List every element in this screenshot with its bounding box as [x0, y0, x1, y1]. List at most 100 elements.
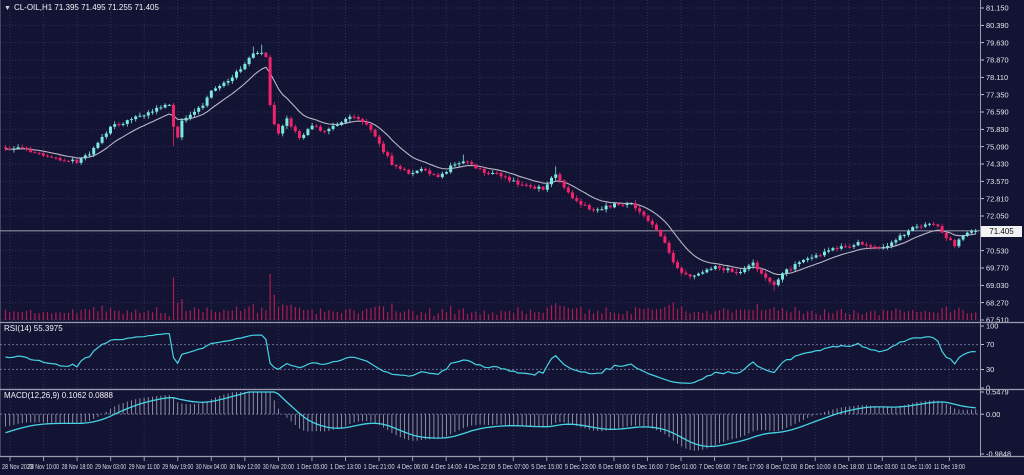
candle-body [264, 52, 268, 58]
candle-body [125, 120, 129, 124]
volume-bar [156, 307, 158, 320]
volume-bar [513, 313, 515, 320]
candle-body [655, 224, 658, 230]
volume-bar [198, 309, 200, 320]
candle-body [495, 172, 499, 174]
volume-bar [93, 306, 95, 320]
volume-bar [340, 313, 343, 320]
candle-body [461, 161, 465, 164]
candle-body [923, 224, 927, 227]
volume-bar [542, 312, 544, 320]
time-label: 1 Dec 13:00 [330, 462, 361, 471]
volume-bar [676, 308, 679, 320]
volume-bar [584, 313, 586, 320]
volume-bar [504, 311, 506, 320]
candle-body [806, 258, 810, 260]
candle-body [936, 224, 940, 227]
volume-bar [88, 309, 91, 320]
volume-bar [605, 307, 607, 320]
candle-body [365, 121, 369, 125]
candle-body [961, 235, 965, 240]
candle-body [646, 215, 650, 221]
candle-body [541, 186, 545, 190]
volume-bar [748, 310, 750, 320]
candle-body [944, 232, 948, 239]
candle-body [692, 275, 696, 277]
candle-body [743, 269, 747, 273]
candle-body [197, 107, 201, 112]
volume-bar [118, 310, 120, 320]
volume-bar [34, 313, 36, 320]
candle-body [251, 53, 255, 58]
candle-body [310, 125, 314, 130]
candle-body [835, 248, 839, 250]
volume-bar [559, 305, 561, 320]
current-price-label: 71.405 [981, 226, 1022, 237]
volume-bar [891, 310, 893, 320]
volume-bar [865, 312, 868, 320]
volume-bar [718, 310, 721, 320]
volume-bar [609, 312, 611, 320]
candle-body [684, 272, 688, 275]
volume-bar [458, 309, 460, 320]
price-tick-label: 70.530 [986, 246, 1009, 255]
volume-bar [122, 313, 124, 320]
candle-body [776, 279, 780, 286]
volume-bar [471, 312, 473, 320]
volume-bar [483, 310, 485, 320]
candle-body [839, 246, 843, 249]
candle-body [41, 153, 45, 156]
volume-bar [622, 314, 624, 320]
candle-body [722, 268, 726, 271]
volume-bar [744, 309, 746, 320]
candle-body [159, 107, 163, 109]
candle-body [62, 160, 66, 162]
volume-bar [143, 312, 145, 320]
price-tick-label: 67.510 [986, 316, 1009, 325]
candle-body [676, 262, 679, 268]
time-label: 4 Dec 14:00 [431, 462, 462, 471]
volume-bar [508, 310, 511, 320]
candle-body [382, 143, 385, 153]
candle-body [151, 111, 154, 113]
candle-body [886, 245, 889, 248]
candle-body [818, 255, 822, 257]
volume-bar [760, 310, 763, 320]
volume-bar [160, 312, 162, 320]
candle-body [797, 262, 801, 265]
volume-bar [219, 312, 221, 320]
candle-body [20, 147, 24, 149]
time-label: 30 Nov 20:00 [263, 462, 294, 471]
price-tick-label: 77.350 [986, 90, 1009, 99]
macd-axis-label: 0.00 [986, 410, 1000, 419]
candle-body [289, 118, 293, 127]
candle-body [701, 272, 705, 274]
time-label: 28 Nov 18:00 [62, 462, 93, 471]
candle-body [50, 156, 54, 158]
rsi-axis-label: 30 [986, 365, 994, 374]
candle-body [608, 205, 612, 208]
macd-axis-label: 0.5479 [986, 388, 1009, 397]
candle-body [659, 229, 663, 237]
volume-bar [319, 308, 322, 320]
candle-body [29, 149, 33, 153]
price-tick-label: 79.630 [986, 38, 1009, 47]
volume-bar [861, 314, 863, 320]
volume-bar [126, 310, 128, 320]
candle-body [352, 116, 356, 118]
candle-body [146, 112, 150, 116]
candle-body [848, 246, 852, 248]
rsi-indicator-label: RSI(14) 55.3975 [4, 324, 63, 333]
candle-body [629, 203, 633, 205]
volume-bar [660, 308, 662, 320]
volume-bar [928, 311, 931, 320]
candle-body [407, 169, 411, 174]
volume-bar [366, 308, 368, 320]
volume-bar [286, 305, 288, 320]
volume-bar [248, 306, 250, 320]
candle-body [323, 130, 327, 132]
time-label: 11 Dec 03:00 [867, 462, 898, 471]
candle-body [902, 234, 906, 236]
